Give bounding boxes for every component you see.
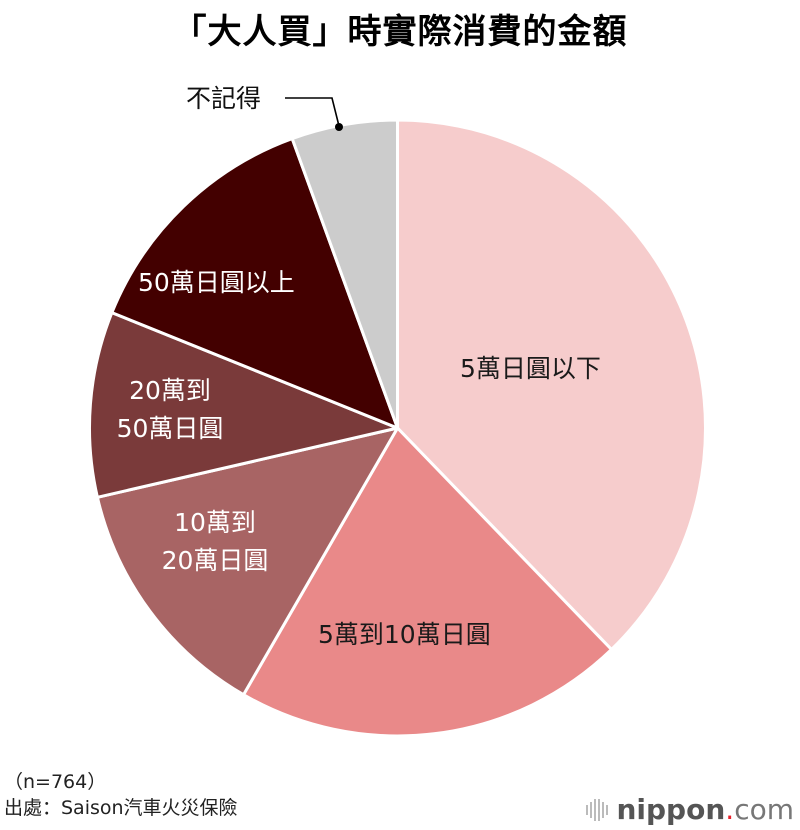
slice-under-5man — [396, 118, 707, 651]
leader-line — [285, 97, 343, 131]
chart-title: 「大人買」時實際消費的金額 — [172, 12, 628, 52]
label-10-20man: 10萬到 20萬日圓 — [150, 504, 280, 580]
nippon-logo: nippon.com — [586, 793, 794, 826]
label-20-50man-line2: 50萬日圓 — [116, 414, 224, 443]
slice-10-20man — [95, 426, 399, 697]
label-dont-remember: 不記得 — [186, 84, 262, 113]
logo-bars-icon — [586, 798, 609, 821]
logo-suffix: com — [734, 793, 794, 826]
label-10-20man-line1: 10萬到 — [174, 508, 256, 537]
label-5-10man: 5萬到10萬日圓 — [318, 620, 491, 649]
label-under-5man: 5萬日圓以下 — [460, 354, 601, 383]
label-20-50man: 20萬到 50萬日圓 — [100, 372, 240, 448]
slice-dont-remember — [290, 118, 399, 430]
slice-20-50man — [87, 311, 399, 499]
slice-over-50man — [110, 137, 399, 430]
label-20-50man-line1: 20萬到 — [129, 376, 211, 405]
logo-dot: . — [725, 793, 735, 826]
logo-name: nippon — [616, 793, 726, 826]
sample-size-note: （n=764） — [4, 771, 107, 793]
slice-5-10man — [242, 426, 613, 738]
label-10-20man-line2: 20萬日圓 — [161, 546, 269, 575]
label-over-50man: 50萬日圓以上 — [138, 268, 295, 297]
source-note: 出處：Saison汽車火災保險 — [4, 797, 238, 819]
